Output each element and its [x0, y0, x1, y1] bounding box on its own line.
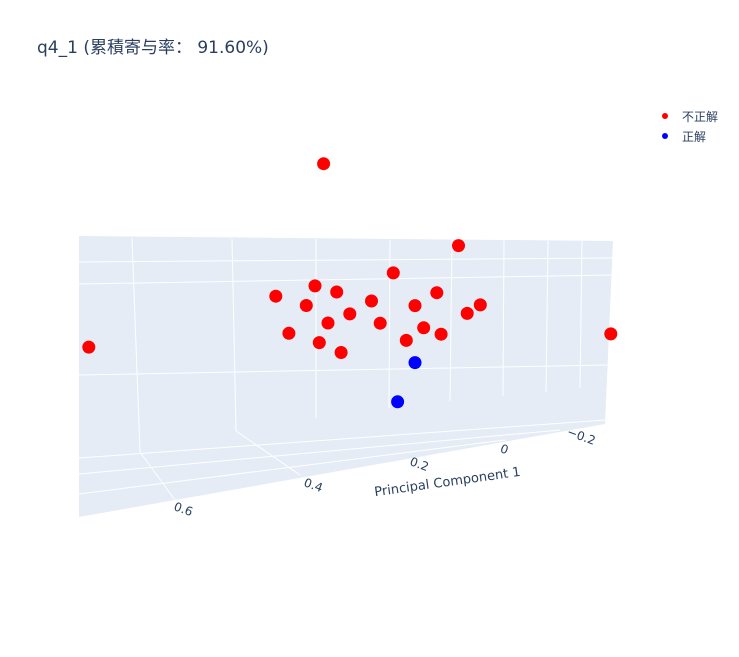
x-tick-label: 0.6: [172, 499, 195, 519]
x-axis-label: Principal Component 1: [373, 465, 521, 500]
point-incorrect[interactable]: [330, 285, 344, 299]
grid-lines: [78, 237, 614, 501]
point-incorrect[interactable]: [417, 321, 431, 335]
legend-label-correct: 正解: [682, 129, 707, 144]
point-incorrect[interactable]: [373, 316, 387, 330]
point-incorrect[interactable]: [269, 289, 283, 303]
point-incorrect[interactable]: [334, 346, 348, 359]
legend-marker-incorrect: [662, 113, 668, 119]
point-incorrect[interactable]: [452, 239, 465, 253]
x-tick-label: 0: [498, 441, 510, 457]
legend-marker-correct: [662, 133, 668, 139]
point-incorrect[interactable]: [321, 316, 335, 330]
point-incorrect[interactable]: [434, 327, 448, 341]
legend[interactable]: 不正解 正解: [655, 106, 718, 146]
x-tick-label: 0.2: [408, 454, 431, 474]
point-incorrect[interactable]: [82, 340, 96, 354]
point-incorrect[interactable]: [408, 299, 422, 313]
point-incorrect[interactable]: [343, 307, 357, 321]
legend-item-correct[interactable]: 正解: [655, 126, 718, 146]
data-points[interactable]: [82, 157, 618, 409]
point-correct[interactable]: [408, 356, 422, 370]
point-incorrect[interactable]: [317, 157, 331, 171]
point-incorrect[interactable]: [430, 286, 444, 300]
point-incorrect[interactable]: [308, 279, 322, 293]
legend-label-incorrect: 不正解: [682, 109, 719, 124]
x-tick-label: 0.4: [302, 475, 325, 495]
x-tick-label: −0.2: [565, 425, 597, 448]
point-incorrect[interactable]: [312, 336, 326, 350]
point-incorrect[interactable]: [299, 299, 313, 312]
point-incorrect[interactable]: [399, 333, 413, 347]
point-incorrect[interactable]: [386, 266, 400, 280]
legend-item-incorrect[interactable]: 不正解: [655, 106, 718, 126]
point-incorrect[interactable]: [604, 327, 618, 341]
point-incorrect[interactable]: [282, 326, 296, 340]
point-incorrect[interactable]: [365, 294, 378, 308]
back-wall-pane: [79, 236, 613, 517]
point-correct[interactable]: [391, 395, 405, 409]
point-incorrect[interactable]: [473, 298, 487, 312]
chart-title: q4_1 (累積寄与率： 91.60%): [37, 38, 269, 58]
point-incorrect[interactable]: [460, 306, 474, 320]
